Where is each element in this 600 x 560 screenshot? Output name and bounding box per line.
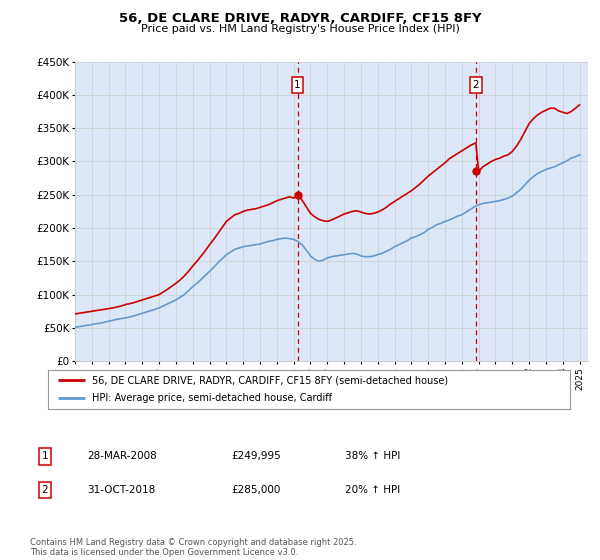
Text: 1: 1	[294, 80, 301, 90]
Text: £285,000: £285,000	[231, 485, 280, 495]
Text: 38% ↑ HPI: 38% ↑ HPI	[345, 451, 400, 461]
Text: 2: 2	[41, 485, 49, 495]
Text: £249,995: £249,995	[231, 451, 281, 461]
Text: 1: 1	[41, 451, 49, 461]
Text: 56, DE CLARE DRIVE, RADYR, CARDIFF, CF15 8FY: 56, DE CLARE DRIVE, RADYR, CARDIFF, CF15…	[119, 12, 481, 25]
Text: HPI: Average price, semi-detached house, Cardiff: HPI: Average price, semi-detached house,…	[92, 393, 332, 403]
Text: Price paid vs. HM Land Registry's House Price Index (HPI): Price paid vs. HM Land Registry's House …	[140, 24, 460, 34]
Text: Contains HM Land Registry data © Crown copyright and database right 2025.
This d: Contains HM Land Registry data © Crown c…	[30, 538, 356, 557]
Text: 28-MAR-2008: 28-MAR-2008	[87, 451, 157, 461]
Text: 20% ↑ HPI: 20% ↑ HPI	[345, 485, 400, 495]
Text: 2: 2	[473, 80, 479, 90]
Text: 31-OCT-2018: 31-OCT-2018	[87, 485, 155, 495]
Text: 56, DE CLARE DRIVE, RADYR, CARDIFF, CF15 8FY (semi-detached house): 56, DE CLARE DRIVE, RADYR, CARDIFF, CF15…	[92, 375, 448, 385]
